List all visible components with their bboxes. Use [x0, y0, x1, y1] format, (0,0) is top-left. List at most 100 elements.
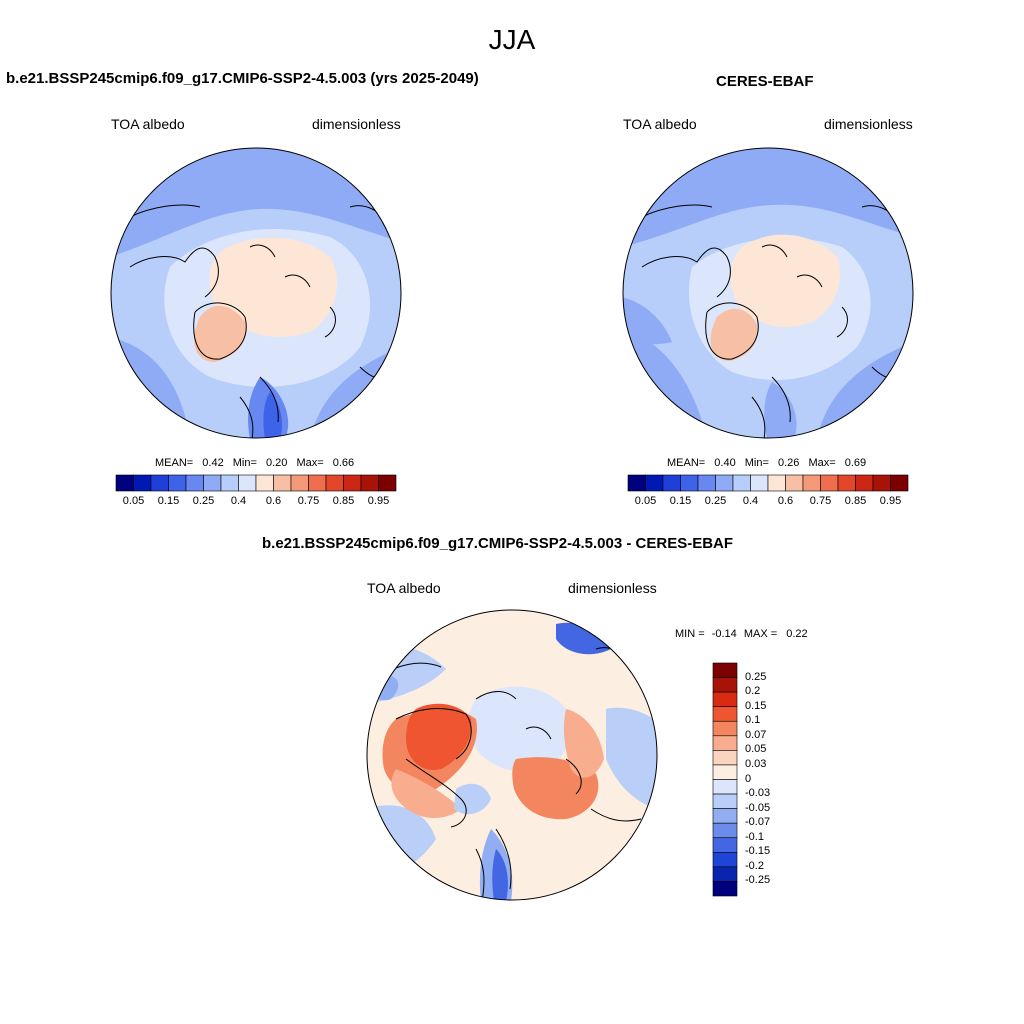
obs-mean-value: 0.40: [714, 457, 736, 469]
colorbar-swatch: [712, 691, 738, 707]
colorbar-swatch: [872, 474, 891, 492]
colorbar-tick-label: 0: [745, 772, 752, 785]
colorbar-tick-label: 0.15: [157, 495, 180, 507]
colorbar-swatch: [255, 474, 274, 492]
colorbar-swatch: [712, 822, 738, 839]
colorbar-swatch: [645, 474, 664, 492]
colorbar-swatch: [712, 677, 738, 693]
model-variable-label: TOA albedo: [111, 116, 185, 132]
colorbar-swatch: [785, 474, 804, 492]
obs-max-value: 0.69: [844, 457, 867, 469]
model-panel-title: b.e21.BSSP245cmip6.f09_g17.CMIP6-SSP2-4.…: [6, 70, 479, 87]
model-polar-map: [110, 147, 402, 439]
colorbar-swatch: [712, 881, 738, 897]
colorbar-swatch: [273, 474, 292, 492]
model-stats: MEAN= 0.42 Min= 0.20 Max= 0.66: [155, 457, 354, 469]
colorbar-swatch: [378, 474, 397, 492]
colorbar-swatch: [890, 474, 909, 492]
obs-mean-label: MEAN=: [667, 457, 706, 469]
colorbar-swatch: [627, 474, 646, 492]
colorbar-tick-label: 0.75: [297, 495, 320, 507]
colorbar-tick-label: -0.25: [745, 874, 771, 887]
diff-min-label: MIN =: [675, 628, 705, 640]
colorbar-tick-label: 0.6: [265, 495, 282, 507]
diff-stats: MIN = -0.14 MAX = 0.22: [675, 628, 808, 640]
colorbar-swatch: [767, 474, 786, 492]
colorbar-swatch: [168, 474, 187, 492]
diff-min-value: -0.14: [711, 628, 737, 640]
obs-stats: MEAN= 0.40 Min= 0.26 Max= 0.69: [667, 457, 866, 469]
diff-panel-title: b.e21.BSSP245cmip6.f09_g17.CMIP6-SSP2-4.…: [262, 535, 734, 552]
season-title: JJA: [488, 24, 536, 55]
colorbar-swatch: [343, 474, 362, 492]
model-max-label: Max=: [296, 457, 324, 469]
colorbar-tick-label: 0.15: [745, 699, 767, 712]
colorbar-swatch: [712, 793, 738, 809]
colorbar-swatch: [203, 474, 222, 492]
colorbar-swatch: [712, 720, 738, 737]
colorbar-swatch: [325, 474, 344, 492]
colorbar-tick-label: 0.07: [745, 728, 767, 741]
obs-colorbar: [627, 474, 909, 492]
colorbar-tick-label: -0.2: [745, 859, 764, 872]
colorbar-swatch: [712, 866, 738, 882]
colorbar-tick-label: 0.95: [367, 495, 390, 507]
colorbar-swatch: [712, 735, 738, 751]
colorbar-swatch: [308, 474, 327, 492]
obs-panel-title: CERES-EBAF: [716, 73, 814, 90]
colorbar-tick-label: 0.95: [879, 495, 902, 507]
colorbar-tick-label: 0.05: [122, 495, 145, 507]
colorbar-swatch: [238, 474, 257, 492]
colorbar-tick-label: -0.05: [745, 801, 771, 814]
colorbar-swatch: [802, 474, 821, 492]
obs-min-label: Min=: [744, 457, 769, 469]
model-mean-value: 0.42: [202, 457, 224, 469]
colorbar-swatch: [697, 474, 716, 492]
colorbar-swatch: [750, 474, 769, 492]
colorbar-tick-label: 0.05: [634, 495, 657, 507]
model-mean-label: MEAN=: [155, 457, 194, 469]
colorbar-swatch: [712, 662, 738, 678]
colorbar-swatch: [855, 474, 874, 492]
colorbar-tick-label: 0.2: [745, 685, 761, 698]
colorbar-tick-label: 0.03: [745, 757, 767, 770]
colorbar-swatch: [712, 764, 738, 780]
colorbar-tick-label: -0.03: [745, 787, 771, 800]
colorbar-swatch: [712, 852, 738, 868]
diff-max-value: 0.22: [786, 628, 808, 640]
colorbar-swatch: [290, 474, 309, 492]
colorbar-tick-label: 0.05: [745, 743, 767, 756]
colorbar-tick-label: 0.75: [809, 495, 832, 507]
colorbar-tick-label: 0.25: [192, 495, 215, 507]
obs-max-label: Max=: [808, 457, 836, 469]
model-units-label: dimensionless: [312, 116, 401, 132]
colorbar-swatch: [133, 474, 152, 492]
colorbar-tick-label: 0.6: [777, 495, 794, 507]
obs-polar-map: [622, 147, 914, 439]
colorbar-swatch: [712, 750, 738, 766]
diff-colorbar: [712, 662, 738, 897]
colorbar-tick-label: 0.85: [332, 495, 355, 507]
obs-min-value: 0.26: [777, 457, 800, 469]
model-min-value: 0.20: [265, 457, 288, 469]
obs-units-label: dimensionless: [824, 116, 913, 132]
colorbar-swatch: [712, 808, 738, 824]
colorbar-tick-label: 0.4: [230, 495, 247, 507]
colorbar-swatch: [150, 474, 169, 492]
colorbar-tick-label: 0.25: [745, 670, 767, 683]
colorbar-swatch: [115, 474, 134, 492]
diff-units-label: dimensionless: [568, 580, 657, 596]
model-colorbar: [115, 474, 397, 492]
colorbar-swatch: [662, 474, 681, 492]
colorbar-swatch: [732, 474, 751, 492]
colorbar-swatch: [680, 474, 699, 492]
colorbar-tick-label: -0.15: [745, 845, 771, 858]
diff-max-label: MAX =: [743, 628, 778, 640]
colorbar-tick-label: 0.15: [669, 495, 692, 507]
colorbar-tick-label: 0.25: [704, 495, 727, 507]
colorbar-swatch: [360, 474, 379, 492]
diff-variable-label: TOA albedo: [367, 580, 441, 596]
colorbar-swatch: [220, 474, 239, 492]
colorbar-tick-label: 0.1: [745, 714, 761, 727]
colorbar-swatch: [715, 474, 734, 492]
